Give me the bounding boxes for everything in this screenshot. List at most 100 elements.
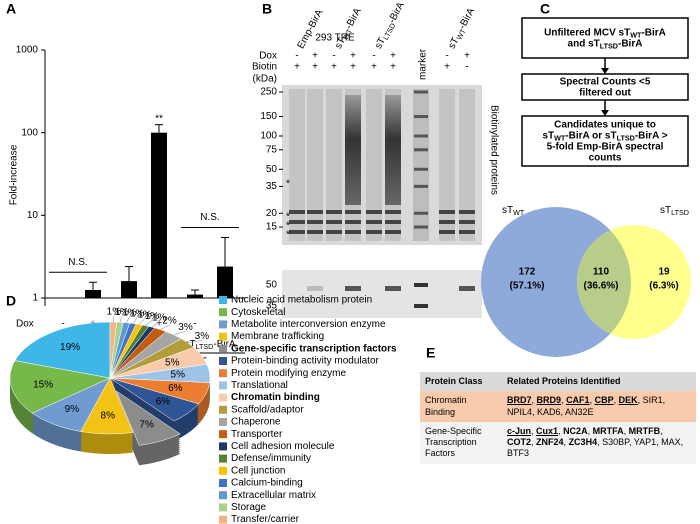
slice-label: 7% — [139, 420, 154, 431]
legend-label: Translational — [231, 380, 288, 391]
slice-label: 5% — [171, 369, 186, 380]
flow-box — [521, 17, 689, 59]
slice — [14, 321, 111, 379]
biotin-sign: + — [350, 62, 356, 73]
band — [326, 210, 342, 214]
legend-swatch — [219, 308, 227, 317]
legend-label: Storage — [231, 502, 266, 513]
flow-text-part: WT — [554, 133, 566, 142]
legend-swatch — [219, 479, 227, 487]
panel-label: D — [6, 293, 16, 309]
venn-name-part: sT — [502, 205, 513, 216]
dox-sign: + — [464, 51, 470, 62]
legend-swatch — [219, 369, 227, 378]
legend-label: Extracellular matrix — [231, 490, 316, 501]
marker-lane — [413, 89, 429, 241]
legend-label: Nucleic acid metabolism protein — [231, 295, 372, 306]
dox-sign: - — [295, 51, 298, 62]
asterisk: * — [286, 212, 290, 223]
marker-band — [414, 115, 428, 119]
y-tick-label: 1 — [32, 293, 38, 304]
kda-label: 50 — [266, 280, 278, 291]
blot-title: 293 TRE — [315, 33, 355, 44]
group-label-part: -BirA — [213, 339, 236, 350]
asterisk: * — [286, 230, 290, 241]
band — [307, 220, 323, 224]
smear — [345, 95, 361, 205]
leader-line — [126, 316, 130, 323]
slice-label: 1% — [122, 307, 137, 318]
band — [366, 210, 382, 214]
annotation: N.S. — [68, 257, 87, 268]
flow-text-part: Unfiltered MCV sT — [544, 27, 630, 38]
slice-label: 6% — [156, 397, 171, 408]
protein: , — [563, 437, 569, 447]
dox-sign: - — [332, 51, 335, 62]
protein: , — [587, 425, 593, 436]
leader-line — [173, 330, 186, 336]
slice-label: 9% — [65, 404, 80, 415]
legend-label: Chromatin binding — [231, 392, 320, 403]
dox-sign: - — [61, 319, 64, 330]
flow-text-part: Candidates unique to — [554, 119, 656, 130]
leader-line — [145, 320, 153, 326]
flow-text-part: WT — [630, 30, 642, 39]
venn-count: 110 — [593, 267, 610, 278]
legend-swatch — [219, 466, 227, 475]
asterisk: * — [286, 179, 290, 190]
protein-cell: BRD7, BRD9, CAF1, CBP, DEK, SIR1, NPIL4,… — [502, 391, 696, 422]
biotin-sign: + — [390, 62, 396, 73]
row-label: Dox — [259, 51, 277, 62]
flow-text-part: -BirA or sT — [565, 130, 616, 141]
header-cell: Related Proteins Identified — [502, 372, 696, 392]
row-label: Dox — [16, 319, 34, 330]
annotation: N.S. — [200, 212, 219, 223]
leader-line — [113, 315, 115, 323]
flow-box — [521, 115, 689, 167]
kda-label: 35 — [266, 181, 278, 192]
kda-label: 35 — [266, 301, 278, 312]
table-row: Chromatin Binding BRD7, BRD9, CAF1, CBP, … — [420, 391, 696, 422]
venn-name-part: sT — [660, 205, 671, 216]
legend-label: Protein-binding activity modulator — [231, 356, 380, 367]
band — [366, 230, 382, 234]
legend-swatch — [219, 405, 227, 414]
slice-label: 1% — [114, 307, 129, 318]
protein: , — [531, 437, 537, 447]
protein: BRD7 — [507, 395, 532, 406]
lane — [307, 89, 323, 241]
bar — [151, 132, 167, 298]
protein: , — [531, 395, 537, 406]
kda-label: 100 — [260, 131, 277, 142]
flow-text-part: Spectral Counts <5 — [560, 76, 651, 87]
blot-lower — [282, 270, 482, 318]
band — [459, 220, 475, 224]
band — [439, 220, 455, 224]
legend-label: Cytoskeletal — [231, 307, 285, 318]
lane-label-part: -BirA — [457, 6, 477, 31]
flow-text-part: -BirA > — [635, 130, 668, 141]
blot-caption: Biotinylated proteins — [488, 105, 499, 195]
venn-name-part: WT — [513, 208, 525, 217]
legend-label: Protein modifying enzyme — [231, 368, 346, 379]
band — [439, 210, 455, 214]
band — [385, 210, 401, 214]
slice-label: 1% — [137, 309, 152, 320]
protein: , — [660, 425, 663, 436]
legend-swatch — [219, 393, 227, 402]
protein: COT2 — [507, 437, 532, 447]
kda-label: 250 — [260, 87, 277, 98]
slice-label: 15% — [33, 380, 53, 391]
slice-label: 6% — [168, 383, 183, 394]
kda-label: 20 — [266, 208, 278, 219]
legend-swatch — [219, 320, 227, 329]
lane — [366, 89, 382, 241]
dox-sign: + — [156, 319, 162, 330]
bar — [85, 289, 101, 298]
annotation: ** — [155, 113, 163, 124]
venn-count: 172 — [519, 267, 536, 278]
arrow-head — [601, 68, 609, 74]
legend-swatch — [219, 503, 227, 512]
protein: , — [613, 395, 619, 406]
